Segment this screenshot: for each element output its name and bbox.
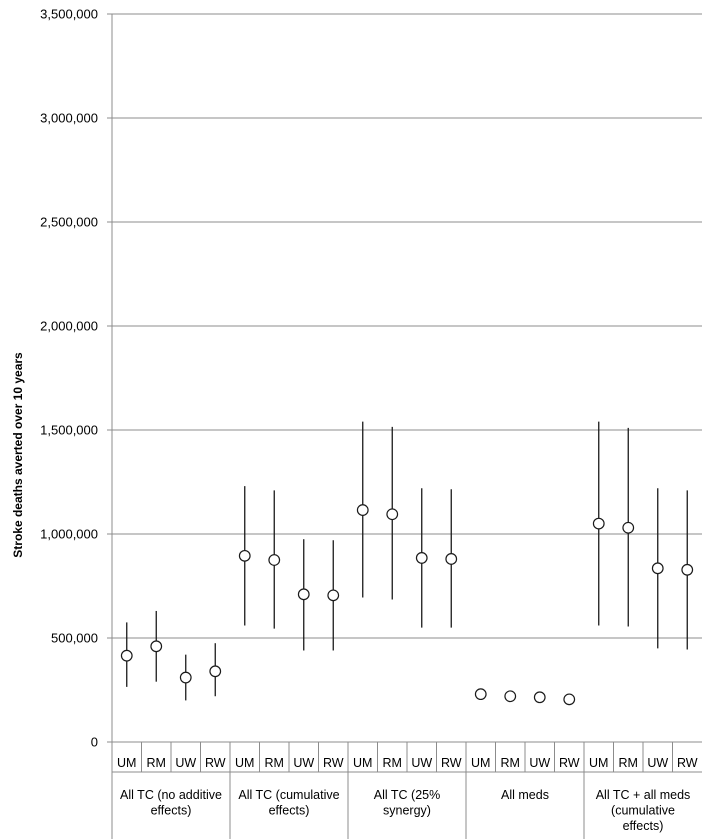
x-category-label: UW: [293, 756, 314, 770]
data-point: [209, 665, 222, 678]
x-category-label: UW: [647, 756, 668, 770]
x-category-label: RW: [677, 756, 698, 770]
x-category-label: UW: [175, 756, 196, 770]
y-tick-labels: 0 500,000 1,000,000 1,500,000 2,000,000 2,500…: [40, 7, 98, 750]
x-group-label-line: All meds: [501, 788, 549, 802]
x-category-label: UM: [589, 756, 608, 770]
y-tick-label: 1,500,000: [40, 423, 98, 438]
y-axis-label: Stroke deaths averted over 10 years: [11, 352, 25, 558]
x-category-label: RM: [619, 756, 638, 770]
x-category-label: RW: [441, 756, 462, 770]
data-point: [297, 588, 310, 601]
data-point: [622, 521, 635, 534]
x-category-label: RM: [501, 756, 520, 770]
x-group-label: All TC + all meds (cumulative effects): [596, 788, 691, 833]
x-group-label-line: All TC + all meds: [596, 788, 691, 802]
x-category-label: UM: [235, 756, 254, 770]
x-group-label: All TC (25% synergy): [374, 788, 440, 818]
x-group-label: All TC (no additive effects): [120, 788, 222, 818]
data-point: [504, 690, 517, 703]
y-tick-label: 2,000,000: [40, 319, 98, 334]
x-category-label: RM: [265, 756, 284, 770]
data-point: [563, 693, 576, 706]
x-category-label: UM: [353, 756, 372, 770]
x-category-label: RM: [147, 756, 166, 770]
x-category-label: RM: [383, 756, 402, 770]
x-category-labels: UM RM UW RW All TC (no additive effects) UM RM U…: [117, 756, 698, 833]
data-point: [415, 552, 428, 564]
data-point: [474, 688, 487, 701]
data-point: [179, 671, 192, 684]
x-group-label-line: All TC (cumulative: [238, 788, 339, 802]
data-point: [268, 554, 281, 566]
data-point: [150, 640, 163, 653]
data-point: [445, 553, 458, 565]
series-group: [592, 421, 694, 650]
x-group-label-line: effects): [151, 804, 192, 818]
x-group-label: All TC (cumulative effects): [238, 788, 339, 818]
series-group: [238, 486, 340, 651]
axes: [107, 13, 702, 839]
y-tick-label: 0: [91, 735, 98, 750]
x-category-label: RW: [205, 756, 226, 770]
x-group-label-line: synergy): [383, 804, 431, 818]
x-group-label-line: effects): [269, 804, 310, 818]
series-group: [474, 688, 576, 706]
data-point: [651, 562, 664, 575]
data-point: [356, 504, 369, 516]
series-group: [356, 421, 458, 628]
y-tick-label: 3,000,000: [40, 111, 98, 126]
data-point: [238, 549, 251, 562]
data-point: [386, 508, 399, 521]
x-category-label: RW: [323, 756, 344, 770]
y-tick-label: 3,500,000: [40, 7, 98, 22]
x-category-label: UW: [529, 756, 550, 770]
x-category-label: UM: [471, 756, 490, 770]
data-series: [120, 421, 694, 706]
x-group-label-line: All TC (no additive: [120, 788, 222, 802]
y-tick-label: 500,000: [51, 631, 98, 646]
y-tick-label: 1,000,000: [40, 527, 98, 542]
series-group: [120, 610, 222, 701]
y-tick-label: 2,500,000: [40, 215, 98, 230]
x-group-label-line: (cumulative: [611, 804, 675, 818]
data-point: [120, 649, 133, 662]
x-category-label: RW: [559, 756, 580, 770]
x-group-label-line: All TC (25%: [374, 788, 440, 802]
gridlines: [112, 13, 702, 639]
x-group-label: All meds: [501, 788, 549, 802]
x-group-label-line: effects): [623, 819, 664, 833]
x-category-label: UW: [411, 756, 432, 770]
data-point: [681, 563, 694, 576]
data-point: [327, 589, 340, 602]
data-point: [533, 691, 546, 704]
data-point: [592, 517, 605, 530]
x-category-label: UM: [117, 756, 136, 770]
